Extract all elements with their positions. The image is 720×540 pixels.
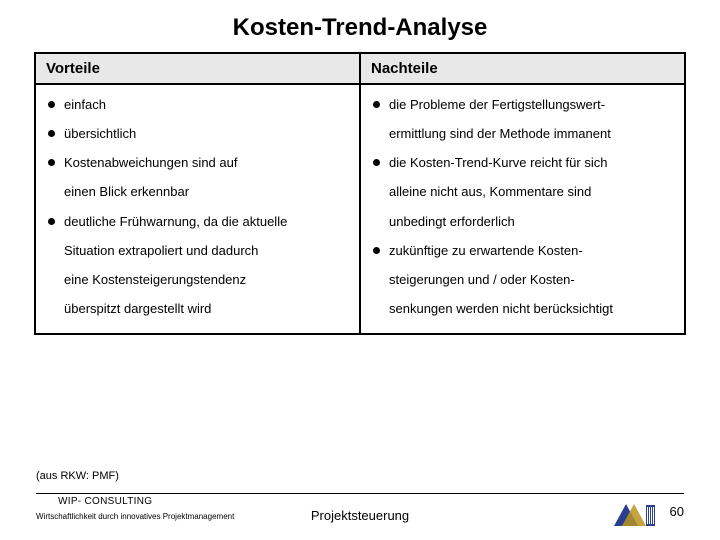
list-item: alleine nicht aus, Kommentare sind bbox=[373, 182, 672, 202]
source-citation: (aus RKW: PMF) bbox=[36, 470, 119, 482]
advantages-column: einfach übersichtlich Kostenabweichungen s… bbox=[36, 85, 361, 333]
list-item-text: Kostenabweichungen sind auf bbox=[64, 153, 237, 173]
list-item: steigerungen und / oder Kosten- bbox=[373, 270, 672, 290]
bullet-spacer bbox=[373, 276, 380, 283]
bullet-icon bbox=[373, 159, 380, 166]
bullet-spacer bbox=[48, 188, 55, 195]
list-item: eine Kostensteigerungstendenz bbox=[48, 270, 347, 290]
bullet-icon bbox=[48, 130, 55, 137]
disadvantages-column: die Probleme der Fertigstellungswert-erm… bbox=[361, 85, 684, 333]
footer-brand: WIP- CONSULTING bbox=[58, 496, 152, 507]
bullet-spacer bbox=[373, 130, 380, 137]
bullet-spacer bbox=[48, 276, 55, 283]
bullet-icon bbox=[373, 101, 380, 108]
list-item-text: einen Blick erkennbar bbox=[64, 182, 189, 202]
bullet-spacer bbox=[373, 188, 380, 195]
list-item-text: eine Kostensteigerungstendenz bbox=[64, 270, 246, 290]
list-item-text: die Probleme der Fertigstellungswert- bbox=[389, 95, 605, 115]
page-number: 60 bbox=[670, 504, 684, 519]
bullet-icon bbox=[373, 247, 380, 254]
comparison-table: Vorteile Nachteile einfach übersichtlich K… bbox=[34, 52, 686, 335]
list-item-text: alleine nicht aus, Kommentare sind bbox=[389, 182, 591, 202]
list-item: die Kosten-Trend-Kurve reicht für sich bbox=[373, 153, 672, 173]
bullet-spacer bbox=[48, 247, 55, 254]
list-item: senkungen werden nicht berücksichtigt bbox=[373, 299, 672, 319]
slide-title: Kosten-Trend-Analyse bbox=[0, 0, 720, 52]
list-item-text: einfach bbox=[64, 95, 106, 115]
list-item-text: steigerungen und / oder Kosten- bbox=[389, 270, 575, 290]
bullet-spacer bbox=[373, 305, 380, 312]
list-item: einen Blick erkennbar bbox=[48, 182, 347, 202]
list-item-text: senkungen werden nicht berücksichtigt bbox=[389, 299, 613, 319]
list-item: überspitzt dargestellt wird bbox=[48, 299, 347, 319]
wip-logo-icon bbox=[612, 502, 656, 530]
list-item: zukünftige zu erwartende Kosten- bbox=[373, 241, 672, 261]
list-item: übersichtlich bbox=[48, 124, 347, 144]
list-item-text: die Kosten-Trend-Kurve reicht für sich bbox=[389, 153, 607, 173]
bullet-spacer bbox=[48, 305, 55, 312]
bullet-icon bbox=[48, 218, 55, 225]
list-item-text: Situation extrapoliert und dadurch bbox=[64, 241, 258, 261]
bullet-spacer bbox=[373, 218, 380, 225]
table-body-row: einfach übersichtlich Kostenabweichungen s… bbox=[36, 85, 684, 333]
table-header-row: Vorteile Nachteile bbox=[36, 54, 684, 85]
list-item-text: deutliche Frühwarnung, da die aktuelle bbox=[64, 212, 287, 232]
list-item: ermittlung sind der Methode immanent bbox=[373, 124, 672, 144]
bullet-icon bbox=[48, 101, 55, 108]
list-item: Situation extrapoliert und dadurch bbox=[48, 241, 347, 261]
header-disadvantages: Nachteile bbox=[361, 54, 684, 83]
list-item: einfach bbox=[48, 95, 347, 115]
bullet-icon bbox=[48, 159, 55, 166]
list-item-text: ermittlung sind der Methode immanent bbox=[389, 124, 611, 144]
list-item: deutliche Frühwarnung, da die aktuelle bbox=[48, 212, 347, 232]
header-advantages: Vorteile bbox=[36, 54, 361, 83]
list-item-text: übersichtlich bbox=[64, 124, 136, 144]
list-item-text: unbedingt erforderlich bbox=[389, 212, 515, 232]
list-item-text: zukünftige zu erwartende Kosten- bbox=[389, 241, 583, 261]
list-item: unbedingt erforderlich bbox=[373, 212, 672, 232]
list-item-text: überspitzt dargestellt wird bbox=[64, 299, 211, 319]
slide-footer: WIP- CONSULTING Wirtschaftlichkeit durch… bbox=[0, 494, 720, 540]
list-item: die Probleme der Fertigstellungswert- bbox=[373, 95, 672, 115]
list-item: Kostenabweichungen sind auf bbox=[48, 153, 347, 173]
